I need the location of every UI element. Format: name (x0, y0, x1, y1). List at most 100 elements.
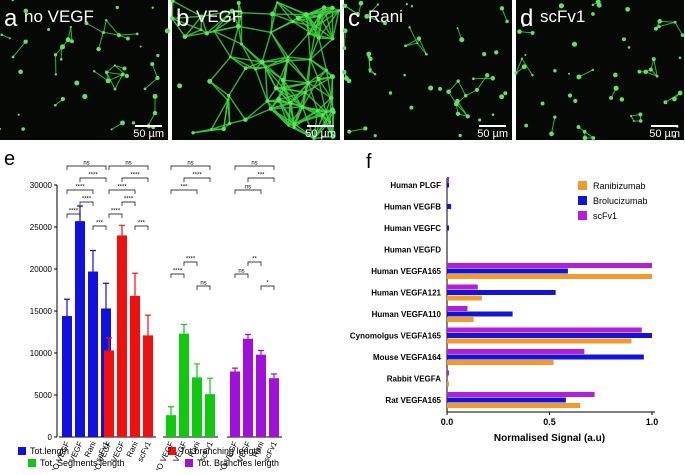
bar (447, 317, 474, 322)
cell (649, 68, 653, 72)
cell (681, 33, 685, 37)
cell (183, 34, 188, 39)
bar (75, 221, 85, 437)
cell (343, 46, 347, 50)
cell (425, 53, 428, 56)
cell (132, 121, 135, 124)
bar (192, 377, 202, 437)
cell (274, 86, 278, 90)
cell (227, 99, 229, 101)
category-label: Rabbit VEGFA (387, 375, 441, 384)
legend-label: Tot. Branches length (197, 458, 279, 468)
error-bar (119, 225, 125, 235)
cell (54, 53, 57, 56)
cell (325, 69, 328, 72)
scale-bar-label: 50 µm (477, 128, 508, 140)
cell (622, 37, 626, 41)
panel-label: scFv1 (540, 7, 585, 26)
cell (591, 136, 595, 140)
error-bar (258, 350, 264, 354)
panel-label: no VEGF (24, 7, 94, 26)
sig-bracket (109, 190, 135, 194)
cell (322, 5, 326, 9)
cell (342, 70, 346, 74)
sig-label: ns (125, 161, 131, 167)
cell (155, 76, 159, 80)
cell (102, 31, 105, 34)
cell (243, 117, 247, 121)
cell (454, 102, 459, 107)
cell (144, 88, 147, 91)
cell (228, 122, 231, 125)
bar (447, 382, 449, 387)
cell (307, 32, 310, 35)
cell (93, 70, 95, 72)
cell (315, 26, 317, 28)
cell (330, 6, 335, 11)
panel-letter: c (348, 5, 360, 32)
cell (374, 134, 377, 137)
cell (331, 37, 334, 40)
cell (363, 126, 367, 130)
sig-bracket (171, 190, 197, 194)
cell (672, 97, 677, 102)
cell (303, 91, 306, 94)
sig-label: ** (252, 257, 257, 263)
y-tick-label: 0 (48, 433, 53, 442)
cell (592, 4, 594, 6)
bar (88, 272, 98, 437)
bar (447, 371, 449, 376)
legend-label: Ranibizumab (593, 181, 646, 191)
bar (447, 398, 566, 403)
cell (114, 88, 117, 91)
panel-letter: e (4, 148, 15, 170)
cell (18, 70, 23, 75)
cell (210, 128, 213, 131)
bar (130, 296, 140, 437)
bar (447, 290, 556, 295)
category-label: Human PLGF (390, 181, 441, 190)
sig-label: **** (186, 257, 196, 263)
cell (122, 66, 126, 70)
cell (121, 73, 125, 77)
cell (306, 14, 308, 16)
error-bar (103, 283, 109, 308)
bar (447, 204, 451, 209)
bar (256, 355, 266, 437)
cell (269, 107, 273, 111)
cell (408, 26, 410, 28)
cell (482, 52, 486, 56)
cell (105, 19, 107, 21)
cell (111, 128, 113, 130)
cell (492, 113, 495, 116)
bar (447, 355, 644, 360)
cell (628, 46, 631, 49)
bar (447, 312, 513, 317)
bar (166, 415, 176, 437)
sig-bracket (109, 166, 148, 170)
sig-label: **** (75, 185, 85, 191)
cell (500, 6, 504, 10)
x-tick-label: 1.0 (646, 417, 659, 427)
legend-swatch (18, 447, 26, 455)
legend-label: scFv1 (593, 211, 617, 221)
bar (447, 285, 478, 290)
category-label: Human VEGFA110 (372, 310, 442, 319)
bar (179, 334, 189, 437)
cell (281, 78, 286, 83)
sig-bracket (248, 178, 274, 182)
error-bar (232, 368, 238, 371)
cell (330, 108, 335, 113)
cell (317, 14, 321, 18)
cell (74, 81, 79, 86)
panel-letter: d (520, 5, 533, 32)
cell (296, 15, 301, 20)
cell (329, 96, 333, 100)
cell (153, 94, 158, 99)
cell (276, 1, 278, 3)
legend-label: Brolucizumab (593, 196, 648, 206)
sig-label: **** (173, 269, 183, 275)
